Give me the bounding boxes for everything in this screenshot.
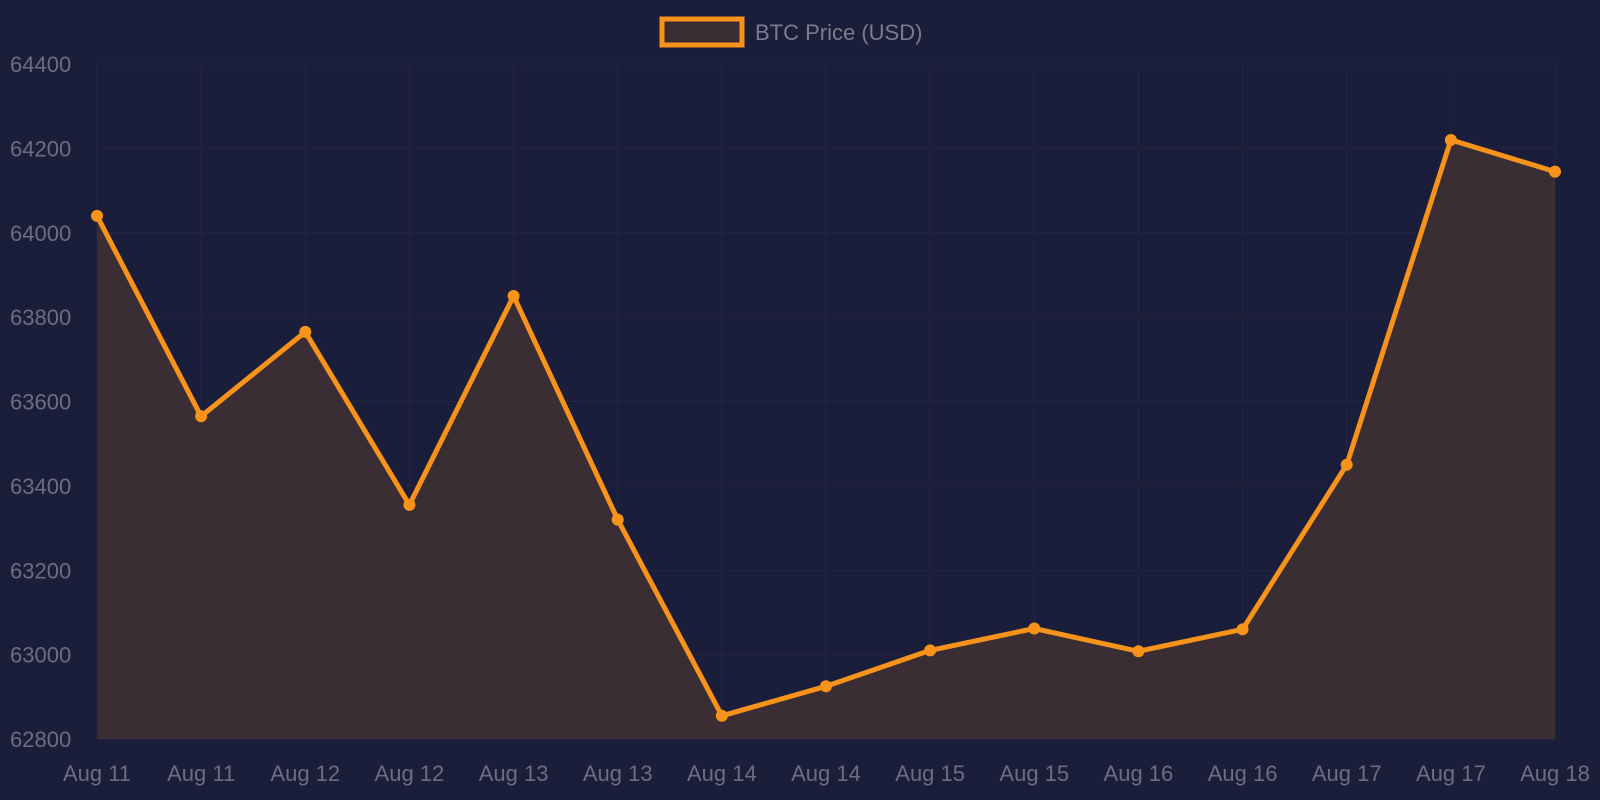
x-tick-label: Aug 16 (1208, 761, 1278, 786)
x-tick-label: Aug 16 (1104, 761, 1174, 786)
x-tick-label: Aug 11 (63, 761, 131, 786)
y-tick-label: 63400 (10, 474, 71, 499)
data-point (403, 498, 416, 511)
y-tick-label: 62800 (10, 727, 71, 752)
data-point (507, 290, 520, 303)
y-tick-label: 64400 (10, 52, 71, 77)
x-tick-label: Aug 17 (1416, 761, 1486, 786)
data-point (299, 325, 312, 338)
x-tick-label: Aug 14 (687, 761, 757, 786)
data-point (820, 680, 832, 693)
data-point (1444, 133, 1457, 146)
x-axis-ticks: Aug 11 Aug 11 Aug 12 Aug 12 Aug 13 Aug 13 Aug … (63, 761, 1590, 786)
data-point (195, 410, 208, 423)
x-tick-label: Aug 14 (791, 761, 861, 786)
x-tick-label: Aug 15 (895, 761, 965, 786)
x-tick-label: Aug 13 (583, 761, 653, 786)
data-point (924, 644, 937, 657)
data-point (91, 209, 103, 222)
price-area-fill (97, 139, 1555, 739)
x-tick-label: Aug 11 (167, 761, 235, 786)
y-tick-label: 63600 (10, 390, 71, 415)
legend-label: BTC Price (USD) (755, 20, 922, 45)
legend[interactable]: BTC Price (USD) (659, 16, 922, 48)
data-point (1028, 622, 1041, 635)
x-tick-label: Aug 13 (479, 761, 549, 786)
y-tick-label: 63800 (10, 305, 71, 330)
x-tick-label: Aug 18 (1520, 761, 1590, 786)
y-tick-label: 64200 (10, 136, 71, 161)
x-tick-label: Aug 15 (999, 761, 1069, 786)
y-tick-label: 63200 (10, 558, 71, 583)
data-point (715, 709, 728, 722)
data-point (1236, 623, 1249, 636)
data-point (1549, 165, 1561, 178)
x-tick-label: Aug 12 (375, 761, 445, 786)
y-tick-label: 63000 (10, 643, 71, 668)
data-point (1340, 458, 1353, 471)
y-axis-ticks: 64400 64200 64000 63800 63600 63400 63200 63000… (10, 52, 71, 752)
data-points (91, 133, 1561, 722)
legend-swatch (659, 16, 745, 48)
x-tick-label: Aug 12 (270, 761, 340, 786)
data-point (1132, 645, 1145, 658)
data-point (611, 513, 624, 526)
y-tick-label: 64000 (10, 221, 71, 246)
x-tick-label: Aug 17 (1312, 761, 1382, 786)
